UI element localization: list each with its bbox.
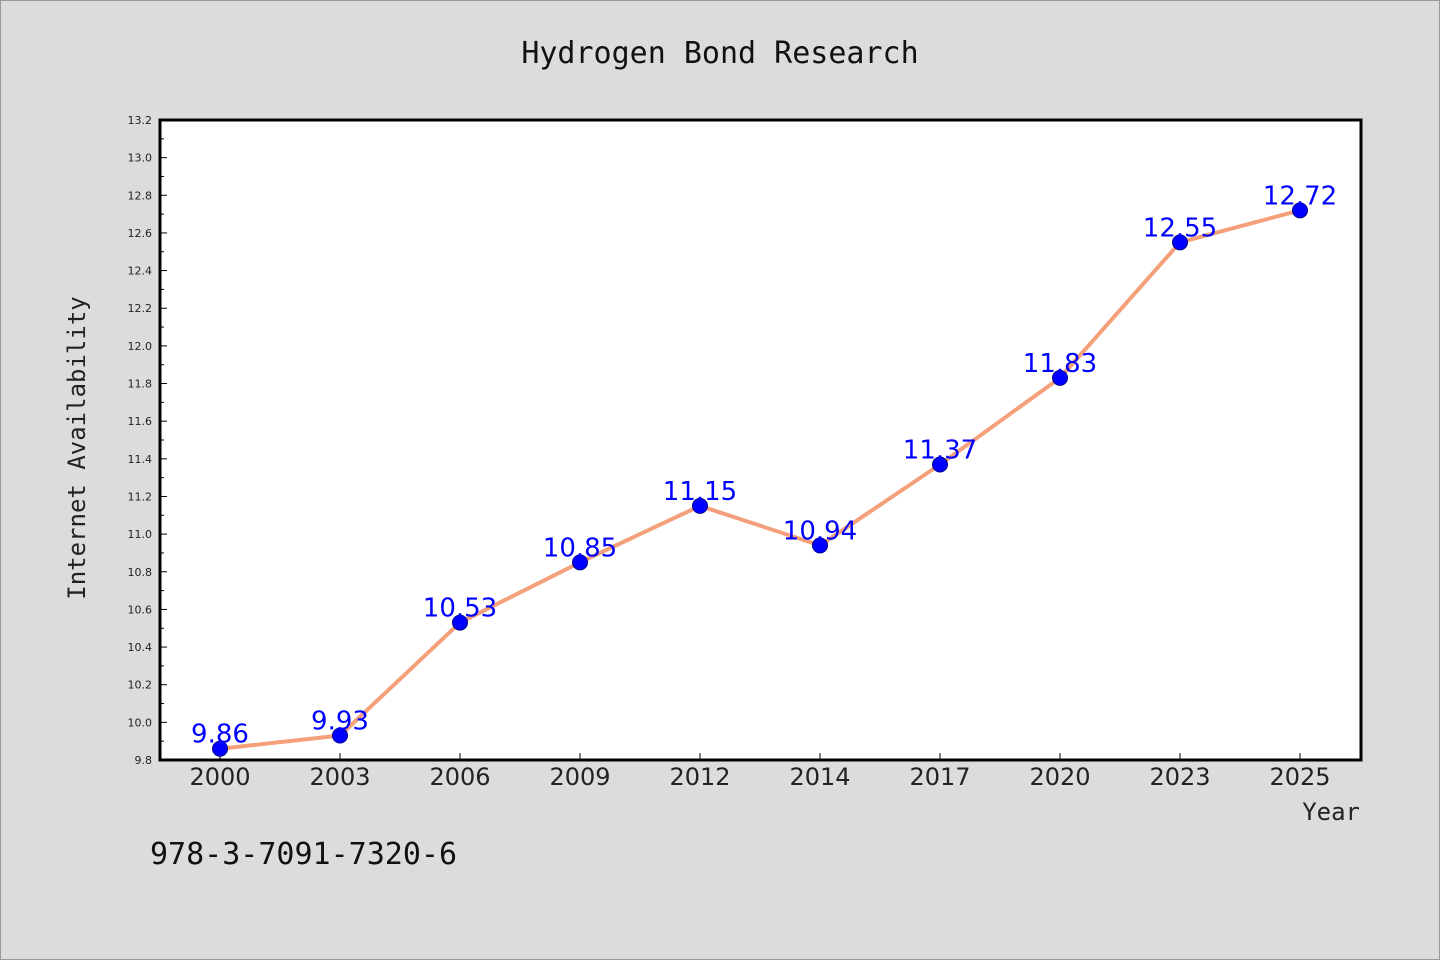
data-label: 11.37 bbox=[903, 435, 977, 465]
x-tick-label: 2017 bbox=[909, 763, 970, 791]
x-tick-label: 2000 bbox=[189, 763, 250, 791]
data-point-marker bbox=[452, 614, 468, 631]
y-tick-label: 12.8 bbox=[128, 189, 153, 202]
y-tick-label: 10.2 bbox=[128, 679, 153, 692]
y-tick-label: 11.6 bbox=[128, 415, 153, 428]
data-point-marker bbox=[1172, 234, 1188, 251]
y-tick-label: 10.6 bbox=[128, 603, 153, 616]
isbn-text: 978-3-7091-7320-6 bbox=[150, 837, 457, 872]
y-tick-label: 10.8 bbox=[128, 566, 153, 579]
y-tick-label: 11.0 bbox=[128, 528, 153, 541]
data-point-marker bbox=[332, 727, 348, 744]
y-tick-label: 11.8 bbox=[128, 378, 153, 391]
series-group: 9.86 9.93 10.53 10.85 11.15 10.94 11.37 11.83 12… bbox=[191, 181, 1337, 757]
chart-title: Hydrogen Bond Research bbox=[521, 36, 918, 71]
plot-area bbox=[158, 118, 1363, 762]
y-tick-label: 12.4 bbox=[128, 265, 153, 278]
y-tick-label: 10.0 bbox=[128, 716, 153, 729]
data-point-marker bbox=[692, 497, 708, 514]
data-label: 12.55 bbox=[1143, 213, 1217, 243]
y-axis-label: Internet Availability bbox=[63, 296, 91, 599]
x-tick-label: 2006 bbox=[429, 763, 490, 791]
data-point-marker bbox=[932, 456, 948, 473]
y-tick-label: 12.6 bbox=[128, 227, 153, 240]
x-tick-label: 2012 bbox=[669, 763, 730, 791]
data-label: 10.94 bbox=[783, 516, 857, 546]
x-axis: 2000 2003 2006 2009 2012 2014 2017 2020 2023 2025 bbox=[189, 753, 1331, 791]
y-tick-label: 10.4 bbox=[128, 641, 153, 654]
x-axis-label: Year bbox=[1302, 798, 1360, 826]
data-label: 9.86 bbox=[191, 720, 249, 750]
data-label: 12.72 bbox=[1263, 181, 1337, 211]
data-point-marker bbox=[812, 537, 828, 554]
data-label: 10.85 bbox=[543, 533, 617, 563]
y-tick-label: 13.0 bbox=[128, 152, 153, 165]
data-point-marker bbox=[572, 554, 588, 571]
y-tick-label: 12.0 bbox=[128, 340, 153, 353]
x-tick-label: 2003 bbox=[309, 763, 370, 791]
x-tick-label: 2009 bbox=[549, 763, 610, 791]
data-point-marker bbox=[212, 740, 228, 757]
x-tick-label: 2023 bbox=[1149, 763, 1210, 791]
x-tick-label: 2020 bbox=[1029, 763, 1090, 791]
data-label: 11.83 bbox=[1023, 349, 1097, 379]
y-tick-label: 13.2 bbox=[128, 114, 153, 127]
y-tick-label: 11.2 bbox=[128, 490, 153, 503]
data-point-marker bbox=[1052, 369, 1068, 386]
y-axis: 9.8 10.0 10.2 10.4 10.6 10.8 11.0 11.2 11.4 11.6 1… bbox=[128, 114, 167, 767]
y-tick-label: 11.4 bbox=[128, 453, 153, 466]
data-label: 11.15 bbox=[663, 477, 737, 507]
data-label: 10.53 bbox=[423, 594, 497, 624]
x-tick-label: 2025 bbox=[1269, 763, 1330, 791]
series-line bbox=[218, 208, 1302, 751]
x-tick-label: 2014 bbox=[789, 763, 850, 791]
y-tick-label: 9.8 bbox=[135, 754, 153, 767]
data-label: 9.93 bbox=[311, 707, 369, 737]
data-point-marker bbox=[1292, 202, 1308, 219]
y-tick-label: 12.2 bbox=[128, 302, 153, 315]
